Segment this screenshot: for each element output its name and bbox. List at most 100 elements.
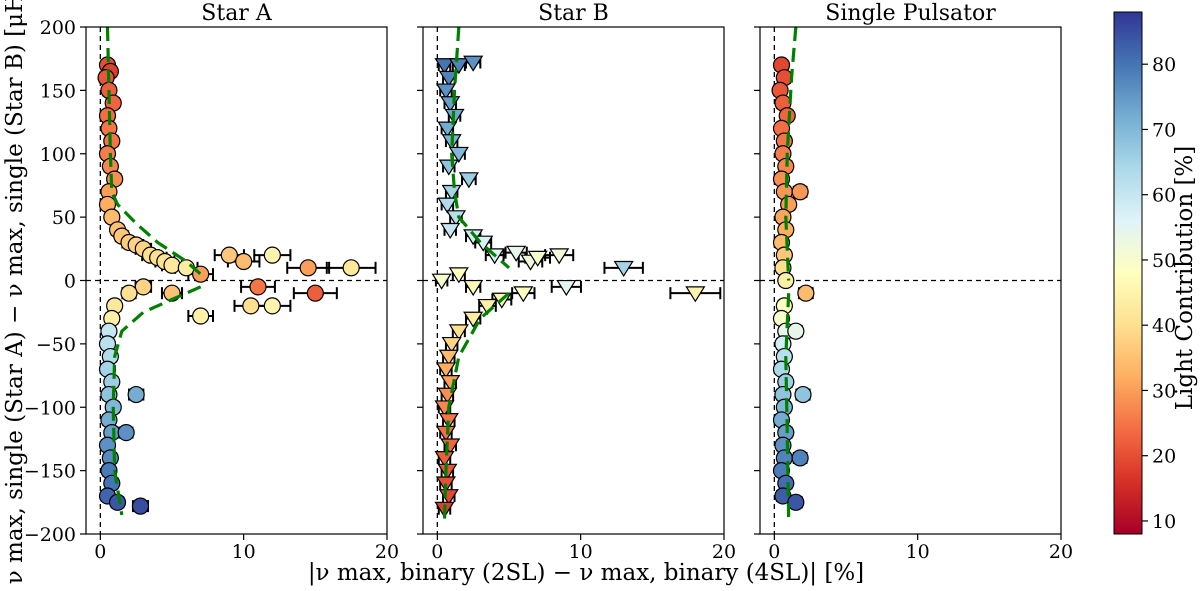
data-point: [437, 197, 458, 214]
data-point: [513, 286, 534, 303]
colorbar-tick-label: 40: [1152, 315, 1176, 337]
data-point: [299, 259, 317, 277]
data-point: [127, 385, 145, 404]
data-point: [440, 222, 461, 240]
trend-line: [450, 27, 511, 270]
panel-title: Star B: [538, 1, 609, 26]
x-tick-label: 20: [375, 541, 399, 563]
y-tick-label: 150: [40, 80, 76, 102]
data-point: [435, 425, 457, 442]
colorbar-tick-label: 10: [1152, 511, 1176, 533]
x-tick-label: 10: [906, 541, 930, 563]
data-point: [463, 311, 484, 328]
colorbar-tick-label: 80: [1152, 54, 1176, 76]
colorbar-tick-label: 50: [1152, 250, 1176, 272]
data-point: [263, 297, 281, 315]
y-tick-label: −200: [24, 524, 76, 546]
data-point: [463, 279, 484, 297]
trend-line: [442, 291, 511, 522]
x-tick-label: 0: [94, 541, 106, 563]
panel-1: 0 10 20 −200 −150 −100 −50 0 50 100 150 200 Star A: [24, 1, 399, 563]
data-point: [794, 385, 812, 404]
x-tick-label: 10: [569, 541, 593, 563]
data-point: [163, 256, 181, 274]
data-point: [506, 245, 527, 262]
data-point: [342, 259, 360, 277]
data-point: [556, 279, 577, 297]
x-tick-label: 0: [431, 541, 443, 563]
data-point: [131, 497, 150, 515]
colorbar-gradient: [1113, 11, 1143, 535]
data-point: [434, 58, 455, 75]
colorbar-tick-label: 60: [1152, 185, 1176, 207]
data-point: [249, 278, 267, 296]
data-point: [431, 273, 452, 290]
data-point: [613, 260, 634, 278]
trend-line: [784, 293, 791, 522]
data-point: [791, 183, 809, 201]
data-point: [463, 55, 484, 72]
data-point: [448, 146, 469, 163]
data-point: [441, 336, 462, 354]
y-tick-label: 0: [64, 271, 76, 293]
plot-area: [97, 27, 377, 516]
y-axis-label: ν max, single (Star A) − ν max, single (…: [2, 0, 28, 584]
data-point: [435, 362, 457, 379]
data-point: [448, 324, 469, 341]
trend-line: [105, 27, 202, 276]
data-point: [458, 172, 479, 189]
x-tick-label: 10: [232, 541, 256, 563]
y-tick-label: 200: [40, 17, 76, 39]
data-point: [527, 250, 548, 267]
data-point: [434, 451, 455, 468]
data-point: [787, 322, 805, 340]
data-point: [791, 449, 809, 467]
data-point: [787, 493, 805, 511]
data-point: [120, 284, 138, 302]
x-tick-label: 0: [768, 541, 780, 563]
colorbar-tick-label: 30: [1152, 380, 1176, 402]
data-point: [438, 70, 459, 87]
data-point: [235, 252, 253, 271]
data-point: [134, 278, 152, 296]
plot-area: [771, 27, 815, 522]
trend-line: [784, 27, 798, 281]
panel-title: Star A: [201, 1, 273, 26]
x-tick-label: 20: [1049, 541, 1073, 563]
data-point: [549, 248, 570, 265]
data-point: [117, 424, 135, 442]
colorbar-tick-label: 20: [1152, 446, 1176, 468]
colorbar-tick-label: 70: [1152, 119, 1176, 141]
data-point: [437, 121, 458, 138]
colorbar-label: Light Contribution [%]: [1172, 146, 1198, 410]
colorbar-ticks: 10 20 30 40 50 60 70 80: [1142, 54, 1176, 533]
data-point: [242, 297, 260, 315]
y-tick-label: 100: [40, 144, 76, 166]
y-tick-label: −50: [36, 334, 76, 356]
data-point: [263, 246, 281, 264]
data-point: [306, 284, 324, 302]
data-point: [192, 307, 210, 325]
y-tick-label: −150: [24, 461, 76, 483]
data-point: [685, 286, 706, 303]
data-point: [441, 184, 462, 202]
data-point: [438, 349, 459, 366]
colorbar: 10 20 30 40 50 60 70 80 Light Contribution [%]: [1113, 11, 1198, 535]
panel-title: Single Pulsator: [825, 1, 996, 26]
data-point: [448, 267, 469, 284]
panel-3: 0 10 20 Single Pulsator: [754, 1, 1073, 563]
y-tick-label: −100: [24, 397, 76, 419]
trend-line: [111, 285, 202, 516]
panel-2: 0 10 20 Star B: [417, 1, 736, 563]
data-point: [448, 58, 469, 75]
data-point: [435, 83, 457, 100]
data-point: [797, 284, 815, 302]
x-axis-label: |ν max, binary (2SL) − ν max, binary (4S…: [308, 560, 864, 586]
data-point: [777, 271, 795, 290]
x-tick-label: 20: [712, 541, 736, 563]
y-tick-label: 50: [52, 207, 76, 229]
plot-area: [431, 27, 722, 522]
data-point: [220, 246, 238, 264]
